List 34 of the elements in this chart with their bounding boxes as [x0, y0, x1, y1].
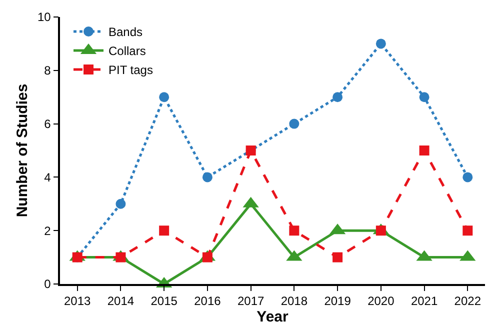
- x-tick-label: 2017: [237, 294, 264, 308]
- point: [376, 38, 386, 49]
- x-tick-label: 2018: [280, 294, 308, 308]
- point: [159, 92, 170, 102]
- legend-label: Bands: [108, 25, 143, 40]
- point: [116, 198, 126, 209]
- y-tick-label: 10: [37, 10, 52, 24]
- x-tick-label: 2022: [454, 294, 482, 308]
- point: [332, 92, 343, 102]
- point: [462, 226, 473, 236]
- legend-label: Collars: [108, 44, 146, 58]
- y-tick-label: 6: [44, 117, 52, 131]
- point: [462, 172, 473, 182]
- point: [289, 226, 300, 236]
- x-tick-label: 2021: [410, 294, 438, 308]
- point: [419, 92, 430, 102]
- x-tick-label: 2014: [107, 294, 134, 308]
- point: [159, 226, 170, 236]
- y-tick-label: 4: [44, 170, 52, 184]
- y-tick-label: 8: [44, 64, 52, 78]
- x-tick-label: 2020: [368, 294, 395, 308]
- legend-label: PIT tags: [108, 63, 153, 78]
- x-tick-label: 2015: [150, 294, 178, 308]
- x-tick-label: 2016: [194, 294, 222, 308]
- x-tick-label: 2013: [64, 294, 92, 308]
- y-tick-label: 2: [44, 224, 52, 238]
- x-tick-label: 2019: [324, 294, 352, 308]
- x-axis-title: Year: [256, 308, 289, 326]
- y-tick-label: 0: [44, 277, 52, 292]
- point: [332, 252, 343, 262]
- point: [419, 146, 430, 156]
- point: [289, 118, 300, 129]
- point: [202, 172, 212, 182]
- y-axis-title: Number of Studies: [14, 84, 32, 218]
